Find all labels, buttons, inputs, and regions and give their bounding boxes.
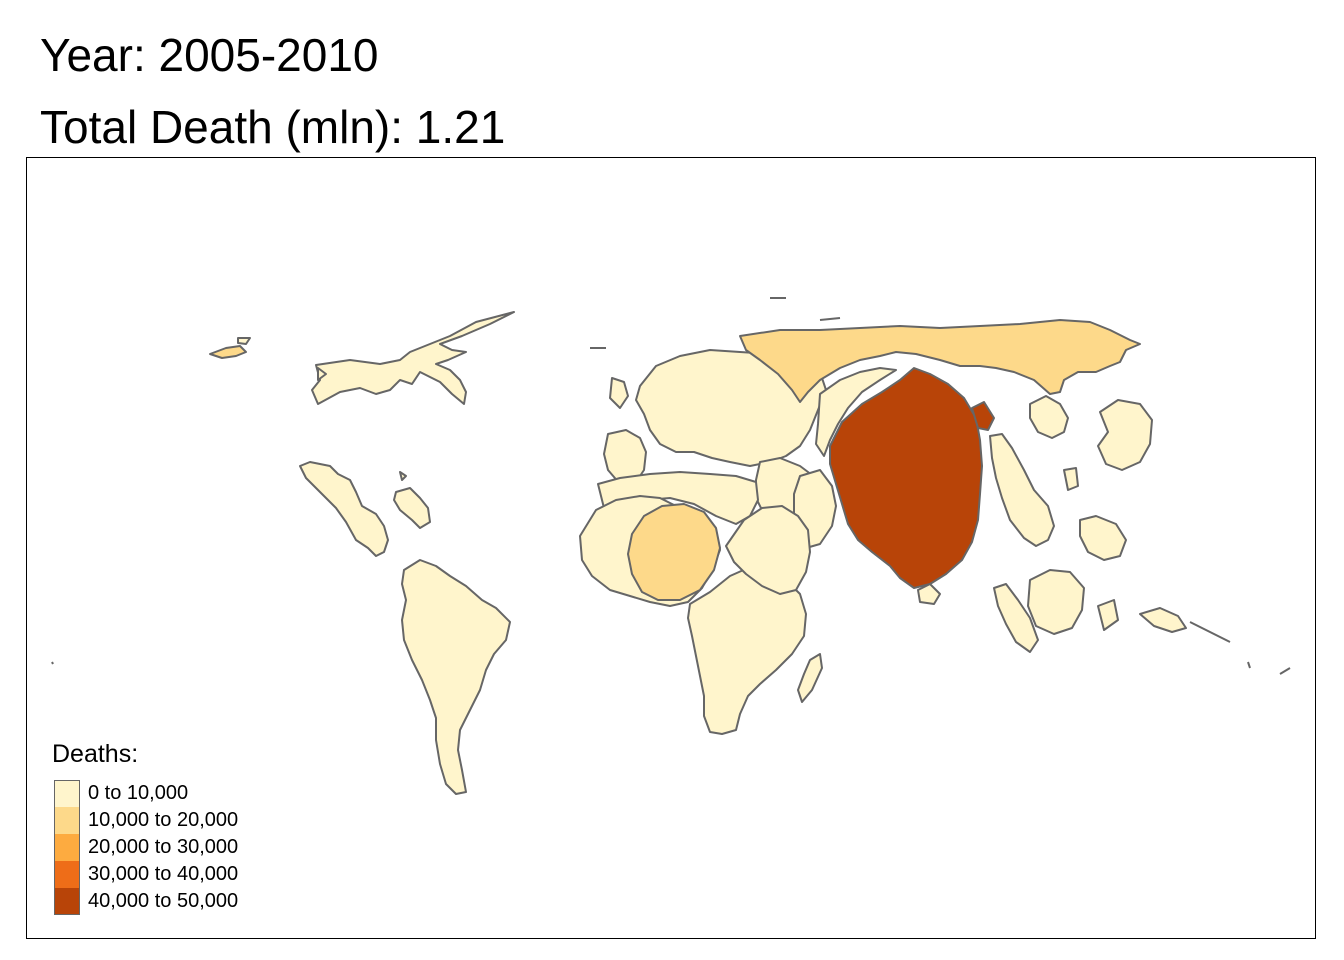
legend-label: 20,000 to 30,000 [88,836,239,858]
speck-pacific-2 [1279,667,1291,675]
region-india [829,367,983,589]
region-russia [739,319,1141,403]
region-north-america [311,311,515,405]
region-scandinavia [609,377,629,409]
speck-pacific-1 [1247,661,1251,669]
legend-label: 10,000 to 20,000 [88,809,239,831]
speck-pacific-3 [1189,621,1231,643]
legend-swatch [54,807,80,834]
region-mexico [299,461,389,557]
region-greenland [209,345,247,359]
region-central-asia [815,367,897,457]
region-madagascar [797,653,823,703]
legend-swatch [54,780,80,807]
region-png [1139,607,1187,633]
legend-item: 10,000 to 20,000 [54,807,238,834]
region-southeast-asia [989,433,1055,547]
region-korea [1063,467,1079,491]
legend-title: Deaths: [52,740,139,768]
legend-item: 30,000 to 40,000 [54,861,238,888]
map-panel-frame [26,157,1316,939]
title-total-deaths: Total Death (mln): 1.21 [40,101,506,153]
region-japan [1097,399,1153,471]
legend-item: 20,000 to 30,000 [54,834,238,861]
legend-label: 40,000 to 50,000 [88,890,239,912]
region-island-nw [237,337,251,345]
legend-swatch [54,888,80,915]
region-indonesia [1027,569,1085,635]
region-bangladesh [971,401,995,431]
speck-arctic-3 [819,317,841,321]
region-malaysia [993,583,1039,653]
region-nigeria [627,503,721,601]
region-philippines [1079,515,1127,561]
legend-item: 40,000 to 50,000 [54,888,238,915]
speck-atlantic-1 [51,661,54,665]
region-south-america [401,559,511,795]
region-alaska [317,367,327,381]
legend-label: 30,000 to 40,000 [88,863,239,885]
title-year: Year: 2005-2010 [40,29,379,81]
region-caribbean [393,487,431,529]
legend-label: 0 to 10,000 [88,782,189,804]
legend-swatch [54,861,80,888]
region-australia-fragment [1097,599,1119,631]
legend-swatch [54,834,80,861]
region-east-africa [725,505,811,595]
region-east-asia [1029,395,1069,439]
region-europe [635,349,827,467]
legend-item: 0 to 10,000 [54,780,188,807]
region-sri-lanka [917,583,941,605]
region-caribbean-small [399,471,407,481]
